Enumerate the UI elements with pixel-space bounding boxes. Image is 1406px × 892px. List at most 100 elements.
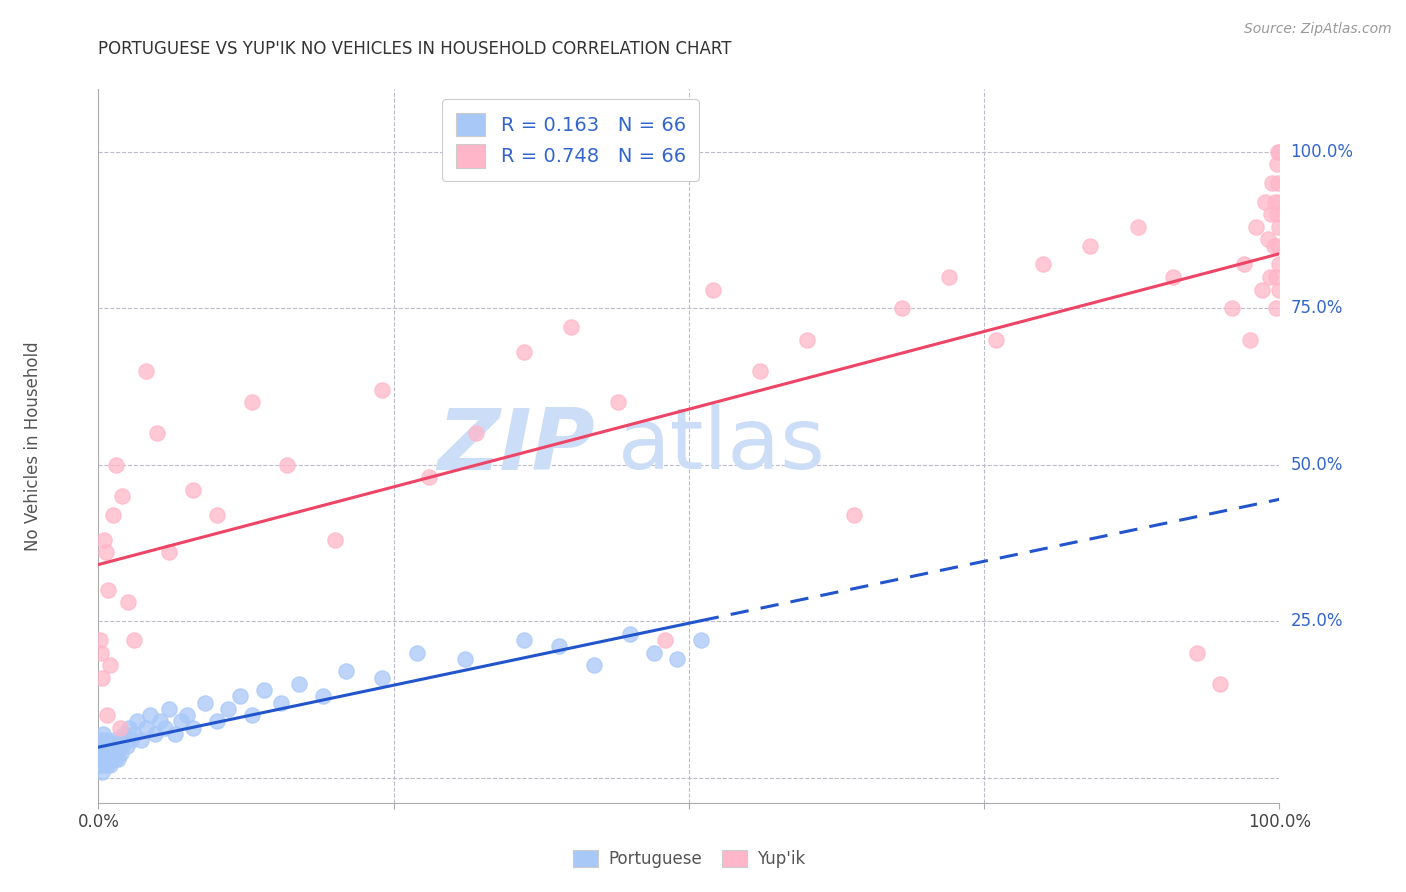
Point [229,690,252,704]
Point [91,727,114,741]
Point [689,633,711,648]
Point [335,665,357,679]
Point [103,733,125,747]
Point [139,708,162,723]
Point [181,721,204,735]
Point [121,733,143,747]
Point [135,364,157,378]
Point [1239,333,1261,347]
Point [938,270,960,285]
Point [748,364,770,378]
Point [1080,238,1102,252]
Point [1261,176,1284,190]
Point [135,721,157,735]
Point [90,646,112,660]
Point [643,646,665,660]
Point [1250,283,1272,297]
Point [90,733,112,747]
Point [117,595,139,609]
Point [111,739,134,754]
Point [91,739,114,754]
Point [607,395,630,409]
Point [104,752,127,766]
Text: 50.0%: 50.0% [1291,456,1343,474]
Point [101,746,124,760]
Point [157,545,180,559]
Point [512,633,534,648]
Point [91,764,114,779]
Point [96,758,118,772]
Legend: Portuguese, Yup'ik: Portuguese, Yup'ik [565,842,813,877]
Point [512,345,534,359]
Point [406,646,429,660]
Point [288,677,311,691]
Point [1161,270,1184,285]
Point [1265,157,1288,171]
Point [253,683,276,698]
Point [1265,207,1288,221]
Point [97,582,120,597]
Text: Source: ZipAtlas.com: Source: ZipAtlas.com [1244,22,1392,37]
Point [127,714,149,729]
Point [1268,145,1291,159]
Point [240,708,263,723]
Point [796,333,818,347]
Point [1267,176,1289,190]
Point [1220,301,1243,316]
Text: PORTUGUESE VS YUP'IK NO VEHICLES IN HOUSEHOLD CORRELATION CHART: PORTUGUESE VS YUP'IK NO VEHICLES IN HOUS… [98,40,733,58]
Point [1126,219,1149,234]
Point [110,746,132,760]
Point [371,671,394,685]
Point [98,758,121,772]
Text: ZIP: ZIP [437,404,595,488]
Point [1260,207,1282,221]
Text: No Vehicles in Household: No Vehicles in Household [24,341,42,551]
Point [149,714,172,729]
Point [1267,238,1289,252]
Point [93,533,115,547]
Point [122,633,145,648]
Point [157,702,180,716]
Point [560,320,582,334]
Point [176,708,198,723]
Point [165,727,187,741]
Point [217,702,239,716]
Point [115,739,138,754]
Text: 100.0%: 100.0% [1291,143,1354,161]
Point [94,752,117,766]
Point [323,533,346,547]
Point [205,508,228,522]
Point [276,458,298,472]
Point [583,658,606,673]
Point [1264,301,1286,316]
Point [240,395,263,409]
Point [1264,194,1286,209]
Point [702,283,724,297]
Point [194,696,217,710]
Point [1267,145,1289,159]
Point [1268,283,1291,297]
Point [1258,270,1281,285]
Point [94,733,117,747]
Point [181,483,204,497]
Point [98,746,121,760]
Point [1268,257,1291,271]
Point [418,470,440,484]
Point [98,658,121,673]
Text: 75.0%: 75.0% [1291,300,1343,318]
Point [93,746,115,760]
Point [1244,219,1267,234]
Point [1263,238,1285,252]
Point [1257,232,1279,246]
Point [312,690,335,704]
Point [1254,194,1277,209]
Point [97,752,120,766]
Point [1268,219,1291,234]
Point [97,739,120,754]
Point [105,746,128,760]
Point [105,458,128,472]
Point [984,333,1007,347]
Point [170,714,193,729]
Point [1032,257,1054,271]
Text: atlas: atlas [619,404,827,488]
